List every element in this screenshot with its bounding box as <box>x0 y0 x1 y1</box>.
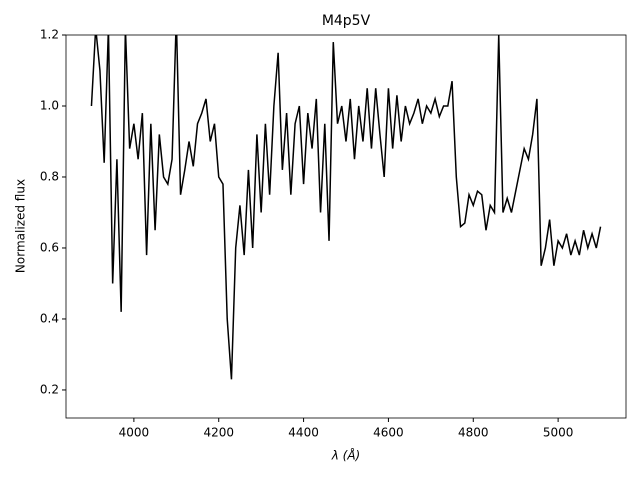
y-tick-label: 1.0 <box>40 98 59 112</box>
x-tick-label: 4000 <box>119 426 150 440</box>
x-tick-label: 5000 <box>543 426 574 440</box>
x-tick-label: 4800 <box>458 426 489 440</box>
y-tick-label: 1.2 <box>40 28 59 42</box>
chart-title: M4p5V <box>322 13 371 29</box>
y-axis-label: Normalized flux <box>14 179 28 273</box>
y-tick-label: 0.6 <box>40 240 59 254</box>
x-tick-label: 4200 <box>203 426 234 440</box>
x-tick-label: 4400 <box>288 426 319 440</box>
y-tick-label: 0.2 <box>40 382 59 396</box>
y-tick-label: 0.8 <box>40 169 59 183</box>
x-axis-label: λ (Å) <box>331 448 361 463</box>
x-tick-label: 4600 <box>373 426 404 440</box>
plot-frame <box>65 34 627 419</box>
spectrum-line <box>90 35 602 380</box>
y-tick-label: 0.4 <box>40 311 59 325</box>
